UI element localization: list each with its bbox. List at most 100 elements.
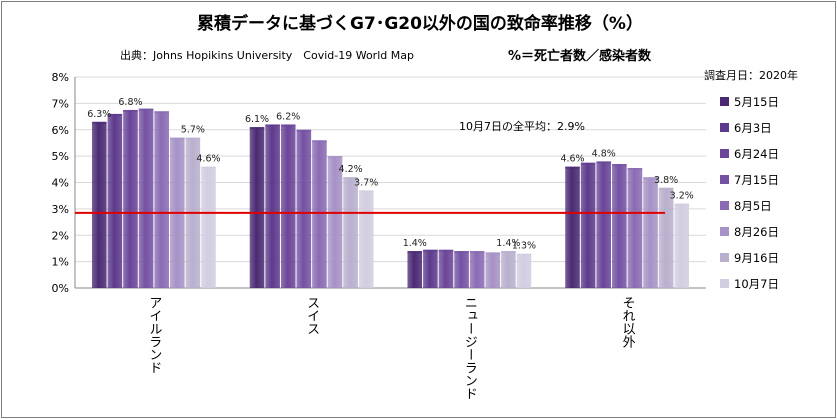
data-label: 1.3% bbox=[512, 241, 536, 252]
legend-entry: 10月7日 bbox=[734, 277, 779, 291]
bar bbox=[297, 130, 312, 288]
chart-title: 累積データに基づくG7･G20以外の国の致命率推移（%） bbox=[197, 13, 643, 34]
legend: 5月15日 6月3日 6月24日 7月15日 8月5日 8月26日 9月16日 10月7日 bbox=[720, 95, 779, 291]
chart-source: 出典：Johns Hopikins University Covid-19 Wo… bbox=[120, 48, 414, 62]
data-label: 3.7% bbox=[354, 177, 378, 188]
bar bbox=[454, 251, 469, 288]
bar-cap bbox=[565, 167, 580, 169]
bar bbox=[407, 251, 422, 288]
bar-cap bbox=[328, 156, 343, 158]
bar bbox=[674, 204, 689, 288]
bar bbox=[659, 188, 674, 288]
bar bbox=[612, 164, 627, 288]
y-axis-ticks: 0% 1% 2% 3% 4% 5% 6% 7% 8% bbox=[52, 71, 69, 295]
x-axis-categories: アイルランド スイス ニュージーランド それ以外 bbox=[146, 296, 635, 400]
bar bbox=[154, 111, 169, 288]
bar bbox=[423, 250, 438, 288]
bar-cap bbox=[407, 251, 422, 253]
bar-cap bbox=[250, 127, 265, 129]
legend-entry: 9月16日 bbox=[734, 251, 779, 265]
legend-swatch bbox=[720, 123, 729, 132]
bar bbox=[312, 140, 327, 288]
data-label: 4.6% bbox=[196, 154, 220, 165]
legend-title: 調査月日：2020年 bbox=[704, 68, 798, 82]
x-category-label: アイルランド bbox=[146, 296, 161, 374]
data-label: 6.1% bbox=[245, 114, 269, 125]
legend-entry: 6月24日 bbox=[734, 147, 779, 161]
bar bbox=[265, 124, 280, 288]
data-label: 5.7% bbox=[181, 125, 205, 136]
legend-swatch bbox=[720, 253, 729, 262]
bar bbox=[596, 161, 611, 288]
bar bbox=[250, 127, 265, 288]
bar bbox=[343, 177, 358, 288]
x-category-label: ニュージーランド bbox=[462, 296, 477, 400]
bar-cap bbox=[186, 138, 201, 140]
chart-canvas: 累積データに基づくG7･G20以外の国の致命率推移（%） 出典：Johns Ho… bbox=[2, 2, 837, 419]
bar bbox=[501, 251, 516, 288]
bar-cap bbox=[454, 251, 469, 253]
bar-cap bbox=[439, 250, 454, 252]
data-label: 3.8% bbox=[654, 175, 678, 186]
average-line-label: 10月7日の全平均：2.9% bbox=[459, 119, 585, 133]
y-tick-label: 4% bbox=[52, 177, 69, 190]
bar-cap bbox=[139, 109, 154, 111]
x-category-label: スイス bbox=[304, 296, 319, 335]
y-tick-label: 0% bbox=[52, 282, 69, 295]
data-label: 6.8% bbox=[118, 97, 142, 108]
bar bbox=[643, 177, 658, 288]
legend-swatch bbox=[720, 227, 729, 236]
bar-cap bbox=[423, 250, 438, 252]
y-tick-label: 5% bbox=[52, 150, 69, 163]
bar-cap bbox=[170, 138, 185, 140]
data-label: 3.2% bbox=[670, 191, 694, 202]
bar bbox=[628, 168, 643, 288]
bar bbox=[439, 250, 454, 288]
bar bbox=[92, 122, 107, 288]
data-label: 1.4% bbox=[403, 238, 427, 249]
bar bbox=[565, 167, 580, 288]
bar-cap bbox=[674, 204, 689, 206]
bar bbox=[139, 109, 154, 288]
bar-cap bbox=[281, 124, 296, 126]
legend-entry: 6月3日 bbox=[734, 121, 772, 135]
bar bbox=[485, 252, 500, 288]
legend-swatch bbox=[720, 201, 729, 210]
bar bbox=[281, 124, 296, 288]
legend-swatch bbox=[720, 279, 729, 288]
bar-cap bbox=[359, 190, 374, 192]
bar bbox=[201, 167, 216, 288]
bar bbox=[517, 254, 532, 288]
legend-swatch bbox=[720, 97, 729, 106]
data-label: 4.6% bbox=[560, 154, 584, 165]
bar-cap bbox=[517, 254, 532, 256]
legend-swatch bbox=[720, 175, 729, 184]
bar-cap bbox=[628, 168, 643, 170]
bar bbox=[123, 110, 138, 288]
y-tick-label: 3% bbox=[52, 203, 69, 216]
bar-cap bbox=[92, 122, 107, 124]
legend-entry: 7月15日 bbox=[734, 173, 779, 187]
legend-swatch bbox=[720, 149, 729, 158]
bar bbox=[581, 163, 596, 288]
bar-cap bbox=[612, 164, 627, 166]
bar bbox=[108, 114, 123, 288]
bar bbox=[328, 156, 343, 288]
y-tick-label: 1% bbox=[52, 256, 69, 269]
bar-cap bbox=[154, 111, 169, 113]
legend-entry: 5月15日 bbox=[734, 95, 779, 109]
data-label: 4.2% bbox=[339, 164, 363, 175]
bar-cap bbox=[297, 130, 312, 132]
bar-cap bbox=[659, 188, 674, 190]
bar-cap bbox=[123, 110, 138, 112]
bar bbox=[359, 190, 374, 288]
chart-frame: 累積データに基づくG7･G20以外の国の致命率推移（%） 出典：Johns Ho… bbox=[1, 1, 836, 418]
bar-cap bbox=[201, 167, 216, 169]
data-label: 6.2% bbox=[276, 111, 300, 122]
data-label: 4.8% bbox=[592, 148, 616, 159]
data-label: 6.3% bbox=[87, 109, 111, 120]
legend-entry: 8月5日 bbox=[734, 199, 772, 213]
y-tick-label: 8% bbox=[52, 71, 69, 84]
legend-entry: 8月26日 bbox=[734, 225, 779, 239]
x-category-label: それ以外 bbox=[620, 296, 636, 348]
